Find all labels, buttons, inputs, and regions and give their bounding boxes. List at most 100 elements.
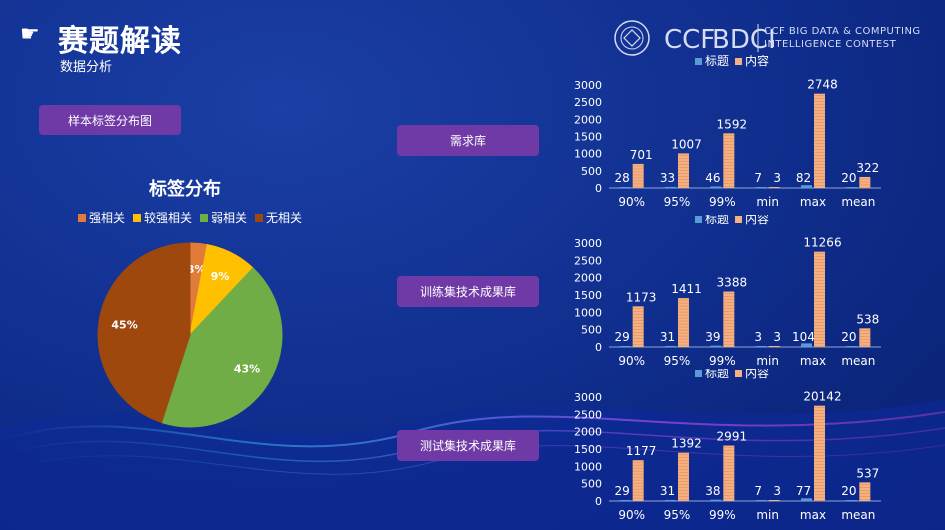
legend-swatch: [695, 370, 702, 377]
bar-content: [678, 452, 689, 501]
bar-content: [632, 460, 644, 501]
bar-value-label: 29: [615, 484, 630, 498]
bar-value-label: 39: [705, 330, 720, 344]
bar-content: [678, 298, 689, 347]
bar-content: [768, 346, 780, 347]
logo-line-1: CCF BIG DATA & COMPUTING: [764, 26, 921, 37]
x-tick-label: max: [800, 354, 826, 368]
test-achievement-library-button[interactable]: 测试集技术成果库: [397, 430, 539, 461]
bar-title: [710, 186, 722, 188]
y-tick-label: 3000: [574, 79, 602, 92]
y-tick-label: 0: [595, 182, 602, 195]
y-tick-label: 2500: [574, 96, 602, 109]
logo-bdci: BDCI: [712, 25, 776, 55]
x-tick-label: 95%: [664, 354, 691, 368]
pie-slice: [97, 242, 191, 424]
bar-content: [768, 187, 780, 188]
bar-value-label: 2991: [717, 430, 748, 444]
bar-title: [801, 185, 812, 188]
page-title: 赛题解读: [58, 24, 182, 59]
bar-value-label: 7: [754, 171, 762, 185]
bar-title: [619, 345, 631, 347]
x-tick-label: 99%: [709, 508, 736, 522]
logo-line-2: INTELLIGENCE CONTEST: [764, 39, 897, 50]
x-tick-label: 99%: [709, 195, 736, 209]
y-tick-label: 500: [581, 324, 602, 337]
bar-value-label: 1392: [671, 437, 702, 451]
bar-value-label: 28: [615, 171, 630, 185]
bar-title: [846, 500, 858, 501]
x-tick-label: 90%: [618, 508, 645, 522]
y-tick-label: 3000: [574, 391, 602, 404]
bar-value-label: 1177: [626, 444, 657, 458]
bar-value-label: 1592: [717, 117, 748, 131]
x-tick-label: max: [800, 195, 826, 209]
legend-swatch: [735, 58, 742, 65]
legend-label: 内容: [745, 215, 769, 226]
y-tick-label: 1500: [574, 443, 602, 456]
bar-value-label: 20: [841, 330, 856, 344]
pie-slice-label: 9%: [211, 270, 230, 283]
bar-value-label: 77: [796, 484, 811, 498]
pie-legend-item: 无相关: [255, 209, 302, 226]
pie-legend-item: 弱相关: [200, 209, 247, 226]
pie-slice-label: 43%: [234, 363, 260, 376]
legend-label: 标题: [705, 215, 729, 226]
pie-slice-label: 45%: [111, 319, 137, 332]
pie-legend-item: 较强相关: [133, 209, 192, 226]
legend-swatch: [695, 216, 702, 223]
bar-value-label: 1007: [671, 137, 702, 151]
pie-legend-item: 强相关: [78, 209, 125, 226]
legend-label: 内容: [745, 369, 769, 380]
bar-value-label: 38: [705, 484, 720, 498]
bar-value-label: 46: [705, 171, 720, 185]
bar-value-label: 29: [615, 330, 630, 344]
logo-ccf: CCF: [664, 25, 715, 55]
bar-value-label: 82: [796, 171, 811, 185]
bar-value-label: 3388: [717, 276, 748, 290]
bar-title: [665, 499, 676, 501]
bar-title: [710, 499, 722, 501]
bar-title: [619, 187, 631, 188]
bar-content: [632, 306, 644, 347]
pie-slice-label: 3%: [187, 263, 206, 276]
bar-value-label: 20: [841, 484, 856, 498]
y-tick-label: 1500: [574, 131, 602, 144]
bar-value-label: 31: [660, 484, 675, 498]
ccf-bdci-logo: CCF BDCI: [614, 20, 776, 56]
bar-title: [710, 345, 722, 347]
train-achievement-library-button[interactable]: 训练集技术成果库: [397, 276, 539, 307]
x-tick-label: mean: [841, 195, 875, 209]
bar-content: [859, 482, 871, 501]
y-tick-label: 1000: [574, 306, 602, 319]
bar-content: [723, 133, 735, 188]
sample-label-distribution-button[interactable]: 样本标签分布图: [39, 105, 181, 135]
demand-library-button[interactable]: 需求库: [397, 125, 539, 156]
bar-content: [632, 163, 644, 188]
page-subtitle: 数据分析: [60, 60, 113, 75]
legend-label: 内容: [745, 55, 769, 68]
bar-value-label: 20142: [803, 390, 841, 404]
y-tick-label: 2000: [574, 272, 602, 285]
bar-value-label: 104: [792, 330, 815, 344]
y-tick-label: 500: [581, 165, 602, 178]
x-tick-label: 95%: [664, 508, 691, 522]
legend-label: 标题: [705, 55, 729, 68]
bar-value-label: 20: [841, 171, 856, 185]
bar-title: [665, 345, 676, 347]
bar-title: [619, 499, 631, 501]
y-tick-label: 2000: [574, 426, 602, 439]
y-tick-label: 1000: [574, 148, 602, 161]
legend-swatch: [695, 58, 702, 65]
bar-title: [665, 186, 676, 188]
y-tick-label: 2000: [574, 113, 602, 126]
pie-title: 标签分布: [149, 179, 221, 200]
bar-title: [755, 346, 767, 347]
label-distribution-pie: 3% 9% 43% 45%: [97, 242, 283, 428]
x-tick-label: min: [756, 508, 779, 522]
bar-value-label: 3: [754, 330, 762, 344]
bar-title: [801, 343, 812, 347]
x-tick-label: 90%: [618, 354, 645, 368]
bar-content: [814, 405, 825, 501]
